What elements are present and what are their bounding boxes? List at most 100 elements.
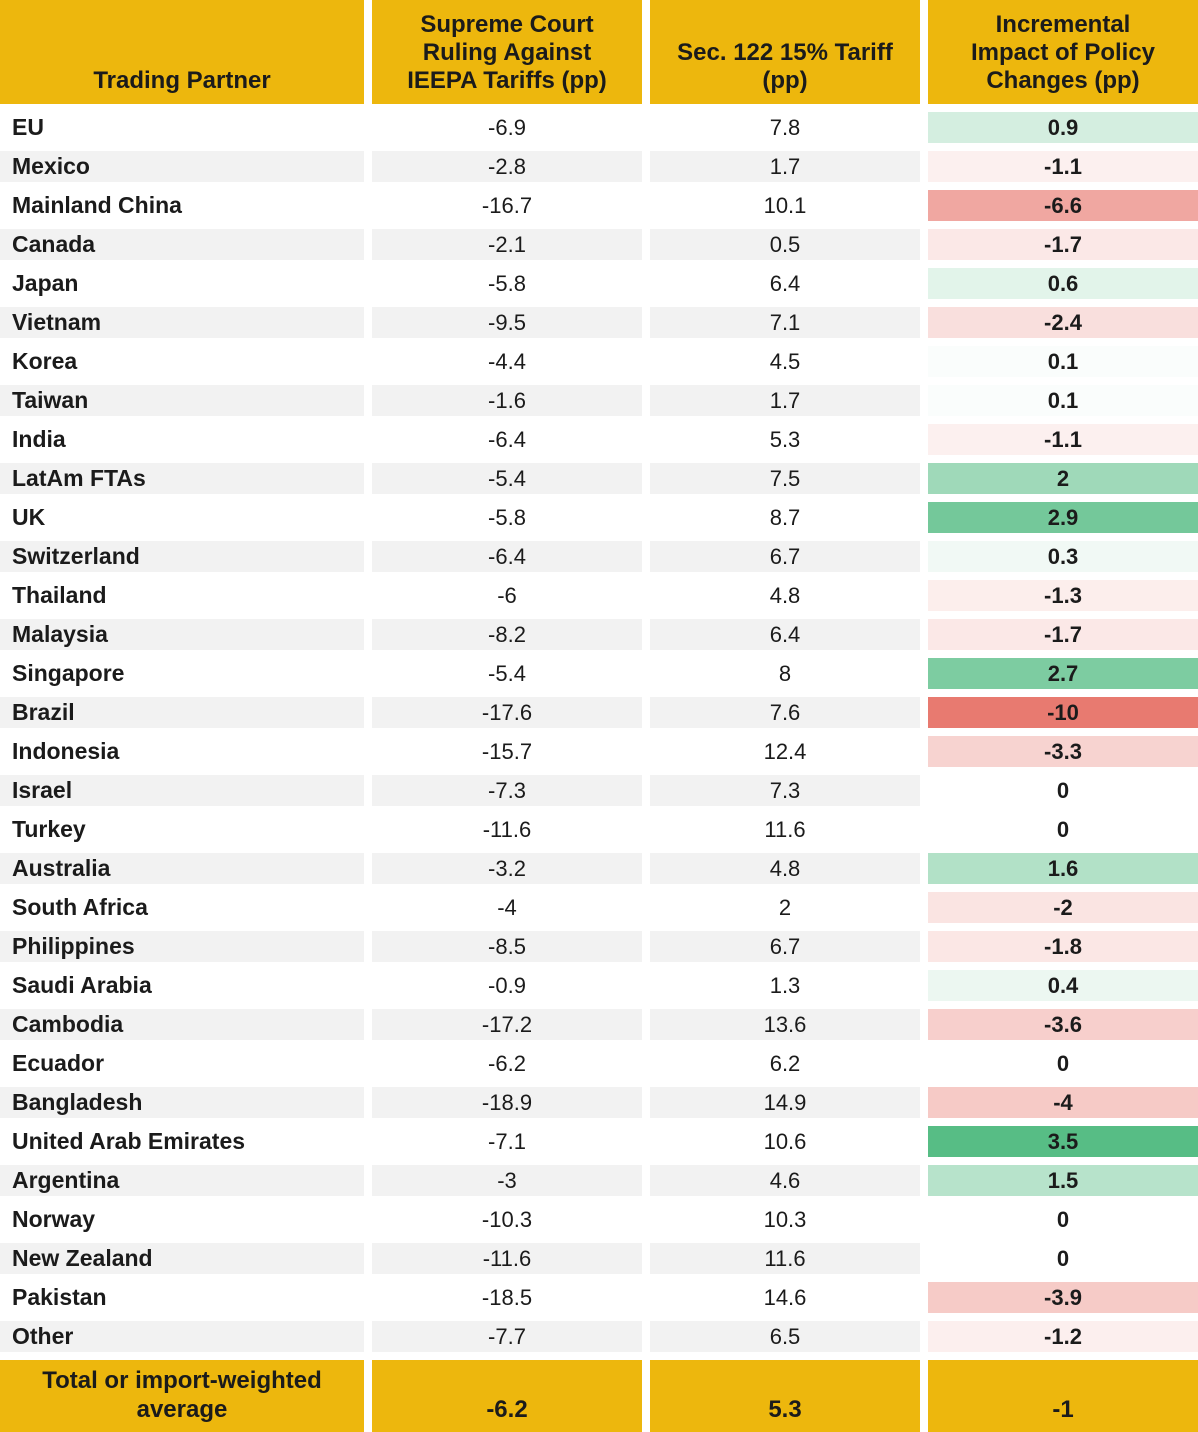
partner-cell: Philippines [0,931,364,962]
sec122-tariff-value: 14.9 [650,1087,920,1118]
partner-cell: Israel [0,775,364,806]
scotus-ruling-value: -6.4 [488,426,526,452]
scotus-ruling-value: -4 [497,894,517,920]
sec122-tariff-value: 1.7 [650,151,920,182]
sec122-tariff-value: 7.5 [650,463,920,494]
table-row: Saudi Arabia -0.9 1.3 0.4 [0,962,1198,1001]
partner-cell: United Arab Emirates [12,1128,246,1154]
partner-cell: Indonesia [12,738,120,764]
partner-cell: Other [0,1321,364,1352]
incremental-impact-value: 0.9 [928,112,1198,143]
partner-cell: Vietnam [0,307,364,338]
scotus-ruling-value: -1.6 [372,385,642,416]
incremental-impact-value: -1.7 [928,619,1198,650]
table-row: United Arab Emirates -7.1 10.6 3.5 [0,1118,1198,1157]
incremental-impact-value: -1.1 [928,424,1198,455]
header-trading-partner: Trading Partner [0,0,364,104]
table-row: Turkey -11.6 11.6 0 [0,806,1198,845]
table-row: Philippines -8.5 6.7 -1.8 [0,923,1198,962]
scotus-ruling-value: -6.4 [372,541,642,572]
header-sec122-tariff: Sec. 122 15% Tariff (pp) [650,0,920,104]
scotus-ruling-value: -4.4 [488,348,526,374]
header-incremental-impact: Incremental Impact of Policy Changes (pp… [928,0,1198,104]
table-row: EU -6.9 7.8 0.9 [0,104,1198,143]
partner-cell: Malaysia [0,619,364,650]
scotus-ruling-value: -2.1 [372,229,642,260]
table-row: Switzerland -6.4 6.7 0.3 [0,533,1198,572]
table-row: Mexico -2.8 1.7 -1.1 [0,143,1198,182]
partner-cell: Japan [12,270,79,296]
table-footer-row: Total or import-weighted average -6.2 5.… [0,1360,1198,1432]
sec122-tariff-value: 7.6 [650,697,920,728]
scotus-ruling-value: -9.5 [372,307,642,338]
table-row: Japan -5.8 6.4 0.6 [0,260,1198,299]
table-row: Thailand -6 4.8 -1.3 [0,572,1198,611]
partner-cell: Korea [12,348,78,374]
partner-cell: Ecuador [12,1050,105,1076]
sec122-tariff-value: 10.3 [763,1206,807,1232]
incremental-impact-value: 2 [928,463,1198,494]
scotus-ruling-value: -2.8 [372,151,642,182]
partner-cell: Bangladesh [0,1087,364,1118]
table-row: Vietnam -9.5 7.1 -2.4 [0,299,1198,338]
partner-cell: Switzerland [0,541,364,572]
incremental-impact-value: 0.6 [928,268,1198,299]
scotus-ruling-value: -18.5 [481,1284,533,1310]
incremental-impact-value: -4 [928,1087,1198,1118]
scotus-ruling-value: -6.2 [488,1050,526,1076]
table-row: South Africa -4 2 -2 [0,884,1198,923]
sec122-tariff-value: 7.1 [650,307,920,338]
table-header-row: Trading Partner Supreme Court Ruling Aga… [0,0,1198,104]
sec122-tariff-value: 13.6 [650,1009,920,1040]
scotus-ruling-value: -5.4 [488,660,526,686]
scotus-ruling-value: -5.8 [488,270,526,296]
partner-cell: Turkey [12,816,86,842]
incremental-impact-value: -1.3 [928,580,1198,611]
table-row: Pakistan -18.5 14.6 -3.9 [0,1274,1198,1313]
incremental-impact-value: -3.3 [928,736,1198,767]
table-row: LatAm FTAs -5.4 7.5 2 [0,455,1198,494]
incremental-impact-value: 0 [928,814,1198,845]
table-row: Singapore -5.4 8 2.7 [0,650,1198,689]
incremental-impact-value: 0.1 [928,385,1198,416]
scotus-ruling-value: -8.2 [372,619,642,650]
sec122-tariff-value: 1.7 [650,385,920,416]
incremental-impact-value: 0 [928,1204,1198,1235]
footer-sec122-total: 5.3 [650,1360,920,1432]
sec122-tariff-value: 11.6 [764,816,806,842]
table-row: India -6.4 5.3 -1.1 [0,416,1198,455]
incremental-impact-value: -1.7 [928,229,1198,260]
partner-cell: Taiwan [0,385,364,416]
sec122-tariff-value: 6.7 [650,541,920,572]
incremental-impact-value: -3.6 [928,1009,1198,1040]
table-row: Israel -7.3 7.3 0 [0,767,1198,806]
header-scotus-ruling: Supreme Court Ruling Against IEEPA Tarif… [372,0,642,104]
table-row: Other -7.7 6.5 -1.2 [0,1313,1198,1352]
scotus-ruling-value: -5.4 [372,463,642,494]
table-row: Mainland China -16.7 10.1 -6.6 [0,182,1198,221]
incremental-impact-value: 0.3 [928,541,1198,572]
partner-cell: Argentina [0,1165,364,1196]
incremental-impact-value: 1.6 [928,853,1198,884]
incremental-impact-value: -2.4 [928,307,1198,338]
table-row: Cambodia -17.2 13.6 -3.6 [0,1001,1198,1040]
scotus-ruling-value: -16.7 [481,192,533,218]
partner-cell: Cambodia [0,1009,364,1040]
scotus-ruling-value: -3.2 [372,853,642,884]
sec122-tariff-value: 11.6 [650,1243,920,1274]
partner-cell: South Africa [12,894,148,920]
sec122-tariff-value: 12.4 [763,738,807,764]
sec122-tariff-value: 8.7 [769,504,801,530]
partner-cell: Mainland China [12,192,182,218]
scotus-ruling-value: -5.8 [488,504,526,530]
partner-cell: Pakistan [12,1284,107,1310]
sec122-tariff-value: 8 [778,660,792,686]
table-row: Brazil -17.6 7.6 -10 [0,689,1198,728]
partner-cell: Singapore [12,660,125,686]
incremental-impact-value: 2.7 [928,658,1198,689]
table-row: Norway -10.3 10.3 0 [0,1196,1198,1235]
partner-cell: LatAm FTAs [0,463,364,494]
partner-cell: Mexico [0,151,364,182]
incremental-impact-value: 2.9 [928,502,1198,533]
table-body: EU -6.9 7.8 0.9 Mexico -2.8 1.7 -1.1 Mainland Ch… [0,104,1198,1352]
